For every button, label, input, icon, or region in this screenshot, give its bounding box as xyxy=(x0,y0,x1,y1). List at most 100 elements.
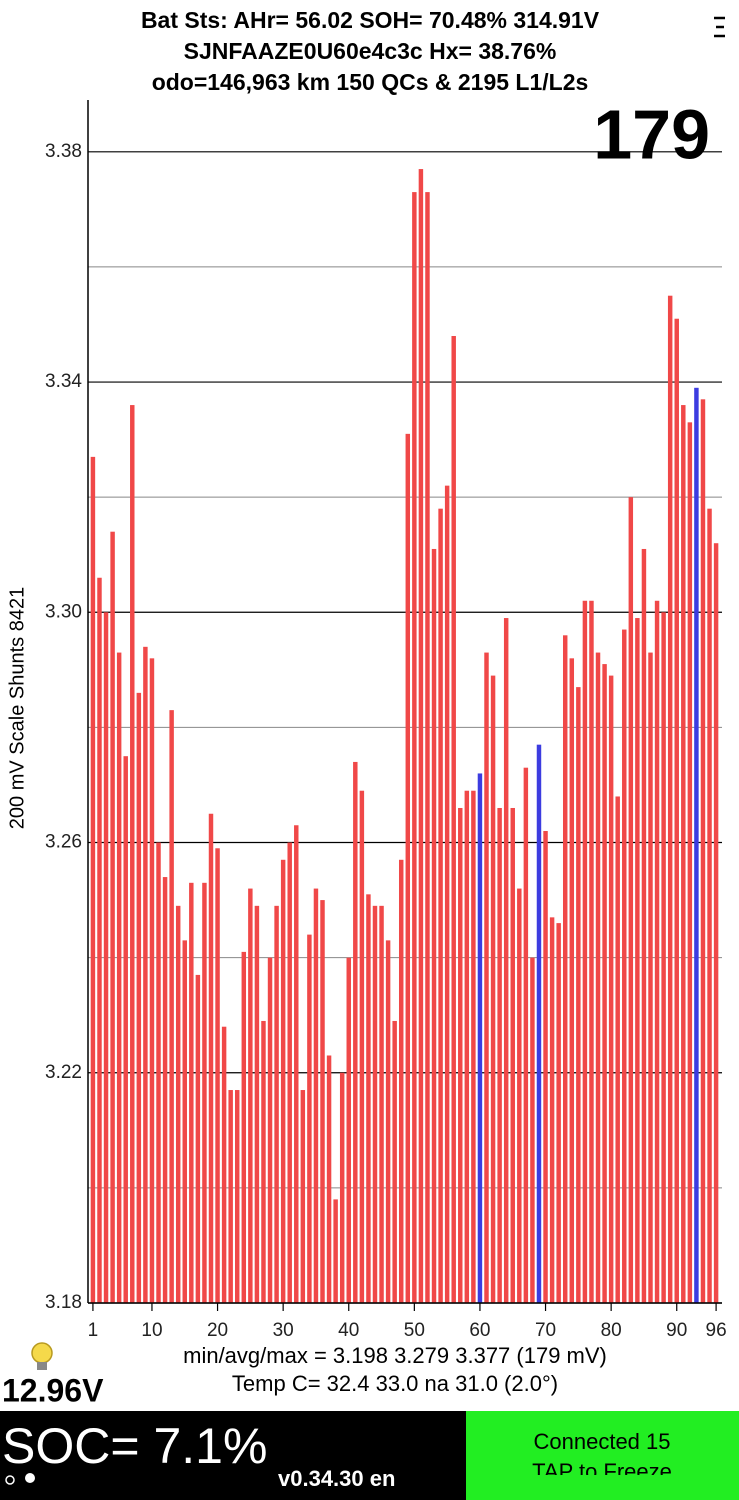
bar xyxy=(202,882,207,1303)
bar xyxy=(274,905,279,1303)
x-tick-label: 1 xyxy=(88,1320,99,1341)
bar xyxy=(280,859,286,1303)
bar xyxy=(523,767,529,1303)
y-tick-label: 3.18 xyxy=(45,1292,82,1313)
bar xyxy=(228,1090,233,1303)
bar xyxy=(392,1020,397,1303)
temp-line: Temp C= 32.4 33.0 na 31.0 (2.0°) xyxy=(232,1371,558,1396)
bar xyxy=(103,612,109,1303)
bar xyxy=(595,652,601,1303)
bar xyxy=(162,877,168,1303)
header-line: SJNFAAZE0U60e4c3c Hx= 38.76% xyxy=(184,38,557,64)
bar xyxy=(700,399,706,1303)
menu-button[interactable] xyxy=(711,12,733,40)
bar xyxy=(313,888,319,1303)
bar xyxy=(536,744,542,1303)
bar xyxy=(346,957,351,1303)
bar xyxy=(477,773,483,1303)
bar xyxy=(549,917,555,1303)
y-axis-label: 200 mV Scale Shunts 8421 xyxy=(6,587,28,829)
bar xyxy=(661,612,666,1303)
bar xyxy=(530,957,535,1303)
bar xyxy=(189,882,194,1303)
bar xyxy=(287,842,292,1303)
bar xyxy=(648,652,653,1303)
bar xyxy=(353,761,358,1303)
bar xyxy=(221,1026,227,1303)
y-tick-label: 3.26 xyxy=(45,832,82,853)
x-tick-label: 60 xyxy=(469,1320,490,1341)
bar xyxy=(241,951,247,1303)
bar xyxy=(484,652,489,1303)
bar xyxy=(517,888,522,1303)
bar xyxy=(307,934,312,1303)
bar xyxy=(405,433,411,1303)
stats-line: min/avg/max = 3.198 3.279 3.377 (179 mV) xyxy=(183,1343,607,1368)
x-tick-label: 20 xyxy=(207,1320,228,1341)
status-dot xyxy=(5,1475,15,1485)
x-tick-label: 90 xyxy=(666,1320,687,1341)
header-line: Bat Sts: AHr= 56.02 SOH= 70.48% 314.91V xyxy=(141,7,600,33)
bar xyxy=(503,618,509,1303)
bar xyxy=(90,456,96,1303)
bar xyxy=(674,318,679,1303)
bar xyxy=(654,600,660,1303)
bar xyxy=(444,485,450,1303)
x-tick-label: 50 xyxy=(404,1320,425,1341)
aux-battery-voltage: 12.96V xyxy=(2,1372,104,1408)
status-text: TAP to Freeze xyxy=(532,1459,672,1484)
bar xyxy=(215,848,220,1303)
x-tick-label: 70 xyxy=(535,1320,556,1341)
connect-button[interactable]: Connected 15 TAP to Freeze xyxy=(466,1411,739,1500)
bar xyxy=(471,790,476,1303)
bar xyxy=(300,1090,306,1303)
bar xyxy=(97,577,102,1303)
y-tick-label: 3.34 xyxy=(45,371,82,392)
bar xyxy=(713,543,719,1303)
bar xyxy=(123,756,128,1303)
bar xyxy=(543,831,548,1303)
bar xyxy=(510,807,515,1303)
bar xyxy=(116,652,122,1303)
cell-count: 179 xyxy=(593,95,710,173)
bar xyxy=(602,664,607,1303)
bar xyxy=(464,790,470,1303)
bar xyxy=(576,687,581,1303)
bulb-icon[interactable] xyxy=(31,1342,53,1370)
bar xyxy=(136,692,142,1303)
bar xyxy=(398,859,404,1303)
status-dot xyxy=(25,1473,35,1483)
header-line: odo=146,963 km 150 QCs & 2195 L1/L2s xyxy=(152,69,589,95)
bar xyxy=(418,169,424,1303)
bar xyxy=(359,790,365,1303)
bar xyxy=(208,813,214,1303)
bar xyxy=(589,600,594,1303)
bar xyxy=(582,600,588,1303)
bar xyxy=(110,531,115,1303)
bar xyxy=(490,675,496,1303)
bar xyxy=(615,796,620,1303)
bar xyxy=(156,842,161,1303)
bar xyxy=(320,900,325,1303)
version: v0.34.30 en xyxy=(278,1466,395,1491)
x-tick-label: 10 xyxy=(141,1320,162,1341)
bar xyxy=(169,710,174,1303)
bar xyxy=(694,387,699,1303)
bar xyxy=(608,675,614,1303)
bar xyxy=(622,629,627,1303)
x-tick-label: 30 xyxy=(273,1320,294,1341)
bar xyxy=(707,508,712,1303)
bar xyxy=(451,335,456,1303)
bar xyxy=(366,894,371,1303)
bar xyxy=(687,422,693,1303)
bar xyxy=(261,1020,266,1303)
bar xyxy=(385,940,391,1303)
bar xyxy=(339,1072,345,1303)
bar xyxy=(635,618,640,1303)
bar xyxy=(195,974,201,1303)
bar xyxy=(235,1090,240,1303)
bar xyxy=(431,548,437,1303)
bar xyxy=(425,192,430,1303)
bar xyxy=(254,905,260,1303)
